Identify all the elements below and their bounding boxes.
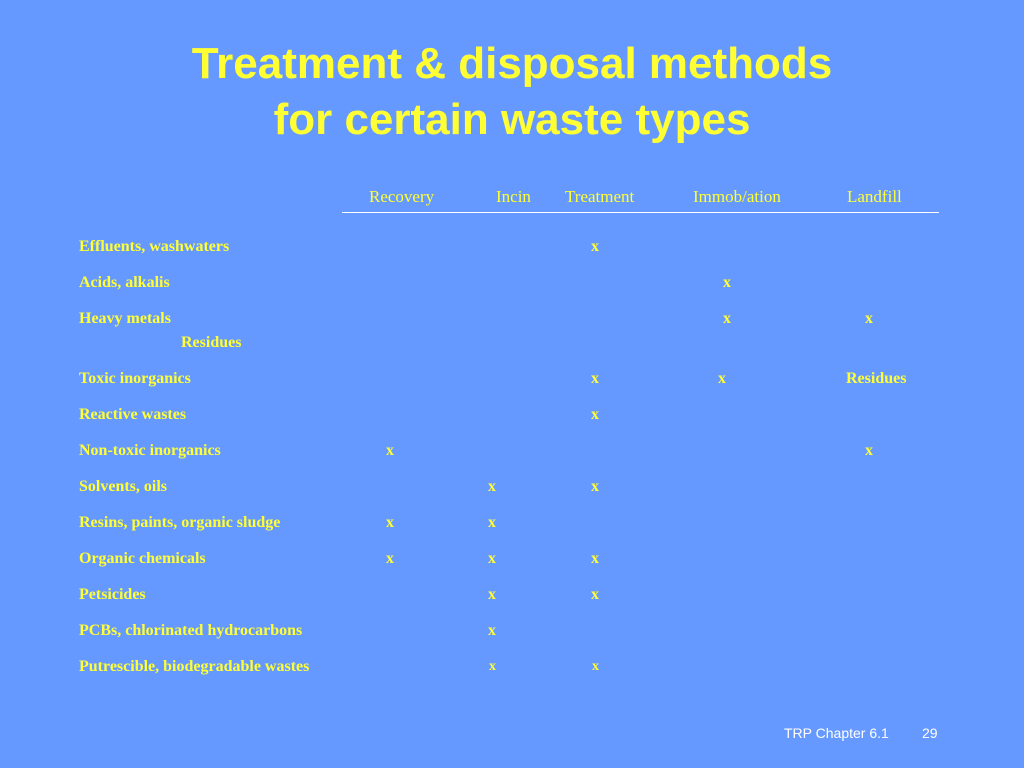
cell-landfill: Residues [846, 370, 907, 387]
table-row: Petsicides x x [0, 584, 1024, 606]
column-header-landfill: Landfill [847, 187, 902, 206]
table-row: Non-toxic inorganics x x [0, 440, 1024, 462]
table-row: Resins, paints, organic sludge x x [0, 512, 1024, 534]
cell-incin: x [488, 514, 496, 531]
table-row-continuation: Residues [0, 332, 1024, 354]
row-label: PCBs, chlorinated hydrocarbons [79, 622, 303, 639]
row-label: Reactive wastes [79, 406, 187, 423]
cell-incin: x [488, 622, 496, 639]
row-label: Effluents, washwaters [79, 238, 230, 255]
cell-recovery: x [386, 514, 394, 531]
cell-incin: x [489, 659, 496, 674]
row-label: Petsicides [79, 586, 146, 603]
cell-immobilisation: x [723, 274, 731, 291]
column-header-immobilisation: Immob/ation [693, 187, 781, 206]
cell-recovery: x [386, 442, 394, 459]
column-header-incin: Incin [496, 187, 531, 206]
cell-landfill: x [865, 310, 873, 327]
row-label: Putrescible, biodegradable wastes [79, 658, 310, 675]
cell-treatment: x [591, 406, 599, 423]
table-row: Reactive wastes x [0, 404, 1024, 426]
cell-treatment: x [591, 478, 599, 495]
cell-treatment: x [591, 370, 599, 387]
column-header-treatment: Treatment [565, 187, 635, 206]
slide-title: Treatment & disposal methods for certain… [0, 36, 1024, 148]
table-row: Toxic inorganics x x Residues [0, 368, 1024, 390]
footer-page-number: 29 [922, 725, 938, 741]
cell-incin: x [488, 478, 496, 495]
cell-incin: x [488, 550, 496, 567]
table-row: Putrescible, biodegradable wastes x x [0, 656, 1024, 678]
row-label: Toxic inorganics [79, 370, 191, 387]
row-label: Organic chemicals [79, 550, 206, 567]
cell-treatment: x [591, 586, 599, 603]
cell-treatment: x [592, 659, 599, 674]
cell-immobilisation: x [723, 310, 731, 327]
cell-recovery: x [386, 550, 394, 567]
cell-treatment: x [591, 238, 599, 255]
table-row: Heavy metals x x [0, 308, 1024, 330]
table-row: Acids, alkalis x [0, 272, 1024, 294]
cell-treatment: x [591, 550, 599, 567]
column-header-recovery: Recovery [369, 187, 435, 206]
table-row: Organic chemicals x x x [0, 548, 1024, 570]
cell-incin: x [488, 586, 496, 603]
row-label: Non-toxic inorganics [79, 442, 221, 459]
cell-landfill: x [865, 442, 873, 459]
footer-chapter: TRP Chapter 6.1 [784, 725, 889, 741]
table-row: Solvents, oils x x [0, 476, 1024, 498]
row-label: Solvents, oils [79, 478, 168, 495]
table-row: Effluents, washwaters x [0, 236, 1024, 258]
slide-title-line-1: Treatment & disposal methods [191, 39, 833, 88]
row-note: Residues [181, 334, 242, 351]
cell-immobilisation: x [718, 370, 726, 387]
table-row: PCBs, chlorinated hydrocarbons x [0, 620, 1024, 642]
slide-title-line-2: for certain waste types [273, 95, 751, 144]
header-divider [342, 212, 939, 213]
row-label: Heavy metals [79, 310, 171, 327]
row-label: Acids, alkalis [79, 274, 170, 291]
row-label: Resins, paints, organic sludge [79, 514, 281, 531]
